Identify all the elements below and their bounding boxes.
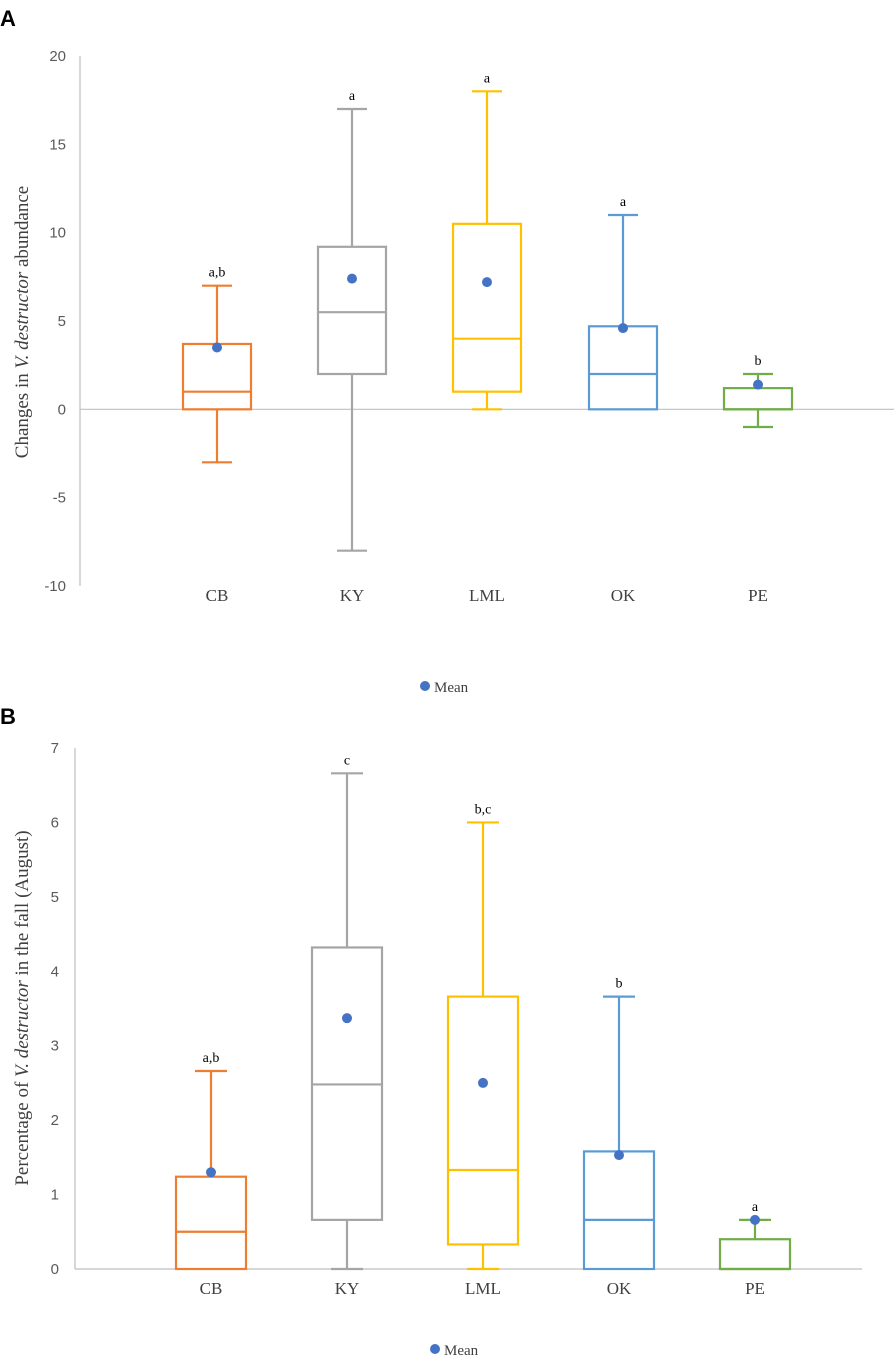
- panel-b-y-axis-label: Percentage of V. destructor in the fall …: [12, 830, 33, 1185]
- mean-marker: [478, 1077, 488, 1088]
- significance-label: b: [755, 354, 762, 369]
- panel-a-letter: A: [0, 6, 16, 31]
- mean-marker: [342, 1013, 352, 1024]
- y-tick-label: 4: [51, 963, 59, 980]
- legend-mean-label: Mean: [434, 680, 469, 696]
- y-tick-label: 1: [51, 1187, 59, 1204]
- box-pe: a: [718, 1200, 792, 1271]
- y-tick-label: 20: [49, 48, 66, 65]
- x-category-label: LML: [465, 1279, 501, 1298]
- iqr-box: [181, 342, 253, 411]
- legend-mean-marker: [420, 681, 430, 691]
- x-category-label: LML: [469, 586, 505, 605]
- significance-label: a,b: [203, 1051, 220, 1066]
- panel-b-axes: 0 1 2 3 4 5 6 7 CB KY LML OK PE: [51, 740, 862, 1298]
- y-tick-label: 2: [51, 1112, 59, 1129]
- y-tick-label: 3: [51, 1038, 59, 1055]
- panel-a: A -10 -5 0 5 10 15 20 CB KY LML OK PE a,b a a a b Chang…: [0, 6, 894, 696]
- iqr-box: [587, 325, 659, 411]
- iqr-box: [582, 1150, 656, 1271]
- mean-marker: [347, 273, 357, 284]
- significance-label: a: [484, 71, 491, 86]
- panel-a-boxes: a,b a a a b: [181, 71, 794, 552]
- significance-label: b,c: [475, 802, 492, 817]
- iqr-box: [451, 222, 523, 393]
- x-category-label: KY: [335, 1279, 360, 1298]
- box-cb: a,b: [181, 266, 253, 464]
- x-category-label: CB: [200, 1279, 223, 1298]
- iqr-box: [722, 387, 794, 411]
- mean-marker: [614, 1150, 624, 1161]
- mean-marker: [206, 1167, 216, 1178]
- iqr-box: [316, 245, 388, 376]
- y-tick-label: 0: [58, 401, 66, 418]
- box-ky: c: [310, 753, 384, 1271]
- box-ok: b: [582, 977, 656, 1271]
- y-tick-label: -10: [44, 578, 66, 595]
- mean-marker: [482, 277, 492, 288]
- iqr-box: [446, 995, 520, 1246]
- panel-b-legend: Mean: [430, 1343, 479, 1359]
- mean-marker: [618, 323, 628, 334]
- panel-a-y-axis-label: Changes in V. destructor abundance: [12, 186, 33, 458]
- significance-label: a: [349, 89, 356, 104]
- y-tick-label: 6: [51, 814, 59, 831]
- panel-a-axes: -10 -5 0 5 10 15 20 CB KY LML OK PE: [44, 48, 894, 605]
- x-category-label: OK: [607, 1279, 632, 1298]
- box-ky: a: [316, 89, 388, 552]
- mean-marker: [212, 342, 222, 353]
- panel-b-letter: B: [0, 704, 16, 729]
- y-tick-label: 5: [58, 313, 66, 330]
- significance-label: b: [616, 977, 623, 992]
- mean-marker: [753, 379, 763, 390]
- box-lml: b,c: [446, 802, 520, 1271]
- x-category-label: OK: [611, 586, 636, 605]
- mean-marker: [750, 1214, 760, 1225]
- iqr-box: [718, 1238, 792, 1271]
- y-tick-label: 5: [51, 889, 59, 906]
- y-tick-label: 10: [49, 225, 66, 242]
- significance-label: a: [620, 195, 627, 210]
- significance-label: a,b: [209, 266, 226, 281]
- panel-b: B 0 1 2 3 4 5 6 7 CB KY LML OK PE a,b c b,c b a Percenta…: [0, 704, 862, 1359]
- box-pe: b: [722, 354, 794, 429]
- y-tick-label: 0: [51, 1261, 59, 1278]
- significance-label: c: [344, 753, 350, 768]
- box-lml: a: [451, 71, 523, 411]
- panel-a-legend: Mean: [420, 680, 469, 696]
- x-category-label: CB: [206, 586, 229, 605]
- significance-label: a: [752, 1200, 759, 1215]
- x-category-label: KY: [340, 586, 365, 605]
- legend-mean-label: Mean: [444, 1343, 479, 1359]
- box-cb: a,b: [174, 1051, 248, 1271]
- x-category-label: PE: [748, 586, 768, 605]
- iqr-box: [174, 1175, 248, 1271]
- y-tick-label: -5: [53, 490, 66, 507]
- x-category-label: PE: [745, 1279, 765, 1298]
- panel-b-boxes: a,b c b,c b a: [174, 753, 792, 1271]
- y-tick-label: 7: [51, 740, 59, 757]
- legend-mean-marker: [430, 1344, 440, 1354]
- box-ok: a: [587, 195, 659, 411]
- y-tick-label: 15: [49, 136, 66, 153]
